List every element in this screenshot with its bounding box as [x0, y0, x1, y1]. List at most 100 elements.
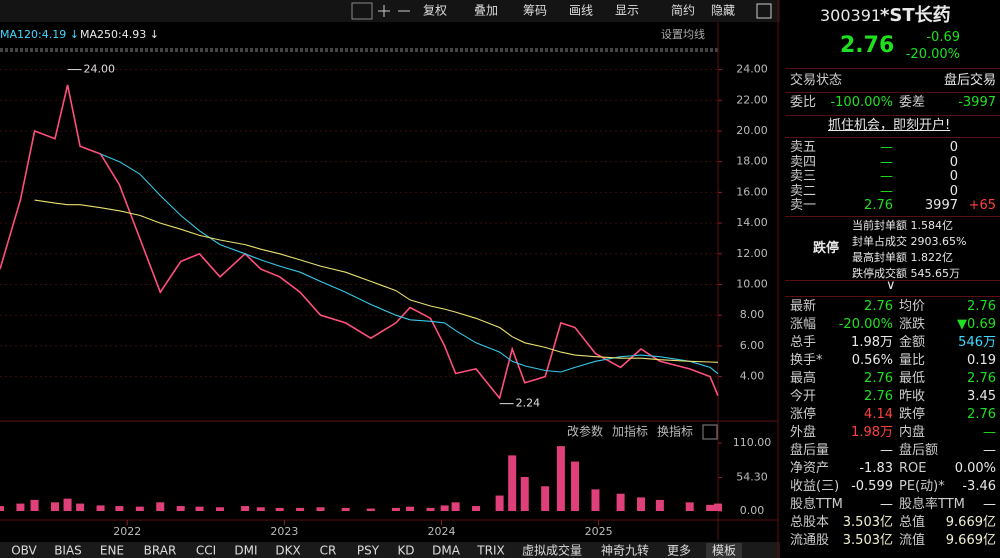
- indicator-tab[interactable]: ENE: [100, 544, 124, 558]
- limit-down-label: 跌停: [813, 241, 840, 256]
- indicator-tab[interactable]: CR: [320, 544, 337, 558]
- toolbar-button[interactable]: 画线: [569, 4, 593, 18]
- book-price: —: [880, 183, 893, 199]
- icon-window[interactable]: [351, 2, 373, 20]
- stat-value: -3.46: [962, 479, 996, 494]
- stat-value: 1.98万: [851, 335, 893, 350]
- divider: [785, 216, 1000, 217]
- toolbar-button[interactable]: 隐藏: [711, 4, 735, 18]
- stat-label: 内盘: [899, 425, 926, 440]
- volume-bar: [156, 502, 165, 511]
- stat-value: 4.14: [864, 407, 893, 422]
- pane-button[interactable]: 改参数: [567, 424, 603, 439]
- y-tick-label: 110.00: [733, 436, 772, 449]
- volume-bar: [714, 503, 722, 511]
- volume-bar: [50, 502, 59, 511]
- stat-label: 昨收: [899, 389, 926, 404]
- y-tick-label: 16.00: [736, 185, 768, 198]
- book-volume: 0: [949, 140, 958, 155]
- chart-area: MA120:4.19 ↓ MA250:4.93 ↓ 设置均线 复权 叠加 筹码 画线 显…: [0, 0, 780, 558]
- volume-bar: [637, 497, 646, 511]
- book-volume: 3997: [924, 198, 958, 214]
- stat-label: 股息TTM: [790, 497, 843, 512]
- volume-bar: [655, 499, 664, 511]
- volume-bar: [296, 507, 305, 511]
- toolbar-button[interactable]: 复权: [423, 4, 447, 18]
- indicator-tab[interactable]: 模板: [712, 544, 736, 558]
- indicator-tab[interactable]: 更多: [667, 544, 691, 558]
- stat-value: -0.599: [851, 479, 893, 494]
- icon-close[interactable]: [756, 3, 772, 19]
- diff-label: 委差: [899, 95, 926, 110]
- x-tick-label: 2022: [113, 525, 141, 538]
- volume-bar: [495, 495, 504, 511]
- stat-label: 总手: [790, 335, 817, 350]
- promo-link[interactable]: 抓住机会，即刻开户!: [828, 118, 951, 133]
- stat-value: 1.98万: [851, 425, 893, 440]
- stat-label: 外盘: [790, 425, 817, 440]
- volume-bar: [115, 506, 124, 511]
- price-change: -0.69: [926, 30, 960, 45]
- stat-label: 流通股: [790, 533, 830, 548]
- stat-value: 2.76: [967, 407, 996, 422]
- stat-value: ▼0.69: [957, 317, 996, 332]
- ma-settings[interactable]: 设置均线: [661, 27, 705, 41]
- indicator-tab[interactable]: PSY: [357, 544, 380, 558]
- indicator-tab[interactable]: TRIX: [476, 544, 504, 558]
- y-tick-label: 22.00: [736, 93, 768, 106]
- indicator-tab[interactable]: DKX: [275, 544, 300, 558]
- pane-button[interactable]: 加指标: [612, 424, 648, 439]
- stat-value: 9.669亿: [945, 533, 996, 548]
- toolbar-button[interactable]: 叠加: [474, 4, 498, 18]
- stat-value: 2.76: [967, 299, 996, 314]
- pane-close[interactable]: [702, 424, 718, 440]
- stat-value: 3.503亿: [842, 533, 893, 548]
- icon-zoom-in[interactable]: [378, 5, 390, 17]
- toolbar-button[interactable]: 筹码: [523, 4, 547, 18]
- book-level: 卖三: [790, 169, 817, 185]
- expand-toggle[interactable]: ∨: [886, 278, 896, 293]
- indicator-tab[interactable]: 虚拟成交量: [522, 543, 582, 558]
- volume-bar: [195, 506, 204, 511]
- stat-value: —: [880, 497, 893, 512]
- limit-down-row: 当前封单额 1.584亿: [852, 219, 953, 232]
- y-tick-label: 12.00: [736, 247, 768, 260]
- indicator-tab[interactable]: DMA: [432, 544, 461, 558]
- divider: [785, 296, 1000, 297]
- book-volume: 0: [949, 154, 958, 170]
- stat-value: 3.503亿: [842, 515, 893, 530]
- indicator-tab[interactable]: CCI: [196, 544, 216, 558]
- stat-label: 盘后量: [790, 443, 830, 458]
- volume-bar: [316, 507, 325, 511]
- y-tick-label: 0.00: [740, 504, 765, 517]
- indicator-tab[interactable]: BIAS: [54, 544, 82, 558]
- indicator-tab[interactable]: DMI: [234, 544, 257, 558]
- toolbar-button[interactable]: 显示: [615, 4, 639, 18]
- series-line: [34, 199, 719, 363]
- volume-bar: [541, 486, 550, 511]
- stat-label: 涨停: [790, 407, 817, 422]
- book-level: 卖四: [790, 154, 817, 170]
- stat-value: 0.56%: [851, 353, 893, 368]
- indicator-tab[interactable]: KD: [397, 544, 414, 558]
- stat-value: -1.83: [859, 461, 893, 476]
- volume-bar: [176, 506, 185, 511]
- volume-bar: [135, 506, 144, 511]
- stat-value: —: [983, 497, 996, 512]
- volume-bar: [0, 506, 4, 511]
- book-price: —: [880, 169, 893, 185]
- volume-bar: [215, 507, 224, 511]
- ratio-label: 委比: [790, 95, 817, 110]
- indicator-tab[interactable]: 神奇九转: [601, 543, 649, 558]
- indicator-tab[interactable]: BRAR: [144, 544, 177, 558]
- stat-label: 股息率TTM: [899, 497, 965, 512]
- annotation-label: 2.24: [516, 397, 541, 410]
- stat-label: 最低: [899, 371, 926, 386]
- volume-bar: [440, 505, 449, 511]
- volume-bar: [96, 505, 105, 511]
- toolbar-button[interactable]: 简约: [671, 3, 695, 18]
- volume-bar: [366, 508, 375, 511]
- indicator-tab[interactable]: OBV: [11, 544, 37, 558]
- stat-label: 跌停: [899, 407, 926, 422]
- pane-button[interactable]: 换指标: [657, 424, 693, 439]
